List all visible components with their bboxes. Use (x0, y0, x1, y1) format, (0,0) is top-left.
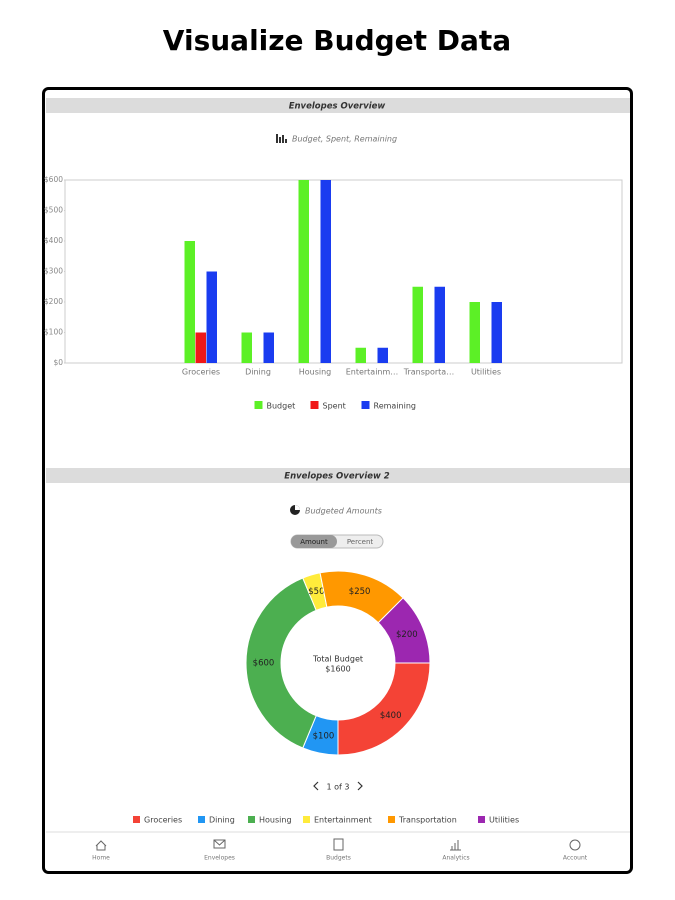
legend-label: Dining (209, 816, 235, 825)
donut-segment (377, 597, 431, 664)
segment-label: $100 (313, 732, 335, 742)
toggle-option[interactable]: Percent (347, 538, 374, 546)
bar (412, 286, 423, 363)
chart-subtitle: Budgeted Amounts (305, 507, 382, 516)
legend-swatch (248, 816, 255, 823)
legend-swatch (254, 401, 263, 409)
nav-label[interactable]: Budgets (326, 855, 351, 862)
segment-label: $200 (396, 630, 418, 640)
home-icon[interactable] (95, 840, 107, 851)
bar (298, 180, 309, 363)
segment-label: $600 (253, 659, 275, 669)
y-tick-label: $400 (44, 236, 63, 245)
donut-segment (245, 577, 317, 749)
section-header (46, 468, 630, 483)
bar (195, 332, 206, 363)
toggle-option[interactable]: Amount (300, 538, 328, 546)
segment-label: $250 (349, 587, 371, 597)
bar (355, 347, 366, 363)
y-tick-label: $300 (44, 267, 63, 276)
center-title: Total Budget (312, 655, 363, 664)
y-tick-label: $0 (53, 358, 63, 367)
bar (206, 271, 217, 363)
chart-subtitle: Budget, Spent, Remaining (292, 135, 397, 144)
y-tick-label: $100 (44, 328, 63, 337)
next-button[interactable] (357, 781, 363, 791)
legend-label: Budget (267, 402, 296, 411)
legend-swatch (388, 816, 395, 823)
page-title: Visualize Budget Data (163, 24, 511, 57)
bar (377, 347, 388, 363)
nav-label[interactable]: Envelopes (204, 855, 235, 862)
section-title: Envelopes Overview (289, 102, 386, 112)
bar (263, 332, 274, 363)
nav-label[interactable]: Home (92, 855, 110, 862)
envelope-flap (213, 839, 226, 846)
y-tick-label: $600 (44, 175, 63, 184)
section-title: Envelopes Overview 2 (284, 472, 390, 482)
bar-icon (276, 134, 287, 143)
bar (184, 241, 195, 363)
legend-swatch (133, 816, 140, 823)
y-tick-label: $200 (44, 297, 63, 306)
nav-icons (95, 838, 581, 851)
account-icon[interactable] (569, 839, 581, 851)
legend-label: Spent (323, 402, 346, 411)
segment-label: $400 (380, 711, 402, 721)
legend-swatch (303, 816, 310, 823)
pager: 1 of 3 (327, 783, 350, 792)
pie-icon (290, 505, 300, 515)
prev-button[interactable] (313, 781, 319, 791)
legend-label: Entertainment (314, 816, 372, 825)
legend-swatch (198, 816, 205, 823)
analytics-icon[interactable] (450, 840, 461, 851)
x-tick-label: Transporta… (403, 368, 454, 377)
bar (241, 332, 252, 363)
legend-swatch (310, 401, 319, 409)
y-tick-label: $500 (44, 206, 63, 215)
legend-label: Utilities (489, 816, 519, 825)
envelope-icon[interactable] (213, 839, 226, 849)
x-tick-label: Utilities (471, 368, 501, 377)
budget-icon[interactable] (333, 838, 344, 851)
section-header (46, 98, 630, 113)
nav-label[interactable]: Account (563, 855, 588, 862)
nav-label[interactable]: Analytics (442, 855, 469, 862)
legend-label: Remaining (374, 402, 416, 411)
legend-label: Transportation (398, 816, 457, 825)
toggle-selected[interactable] (291, 535, 337, 548)
x-tick-label: Housing (299, 368, 332, 377)
bar (320, 180, 331, 363)
center-value: $1600 (325, 665, 350, 674)
legend-label: Housing (259, 816, 292, 825)
x-tick-label: Dining (245, 368, 271, 377)
legend-swatch (361, 401, 370, 409)
legend-swatch (478, 816, 485, 823)
bar (434, 286, 445, 363)
segment-label: $50 (308, 587, 324, 597)
x-tick-label: Groceries (182, 368, 220, 377)
x-tick-label: Entertainm… (346, 368, 399, 377)
bar (469, 302, 480, 363)
bar (491, 302, 502, 363)
legend-label: Groceries (144, 816, 182, 825)
